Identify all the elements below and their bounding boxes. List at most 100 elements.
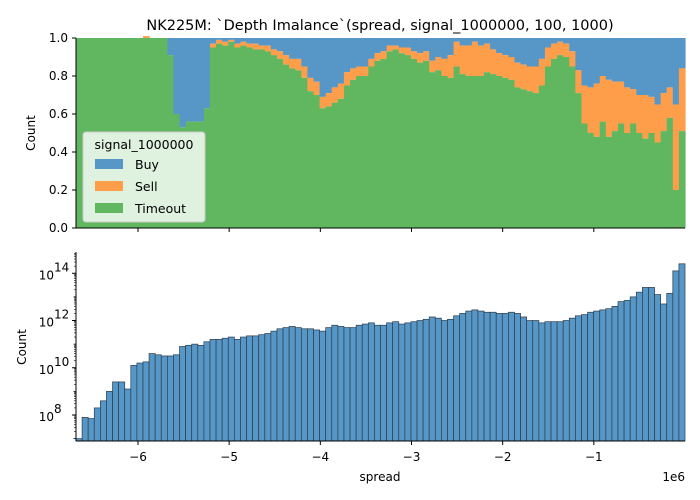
timeout-segment [496, 76, 503, 228]
top-y-axis-label: Count [24, 115, 38, 151]
buy-segment [264, 38, 272, 46]
timeout-segment [331, 102, 339, 228]
sell-segment [618, 81, 625, 124]
buy-segment [581, 38, 589, 86]
bottom-y-axis-label: Count [15, 329, 29, 365]
buy-segment [435, 38, 442, 57]
buy-segment [490, 38, 497, 50]
histogram-bar [532, 320, 540, 442]
histogram-bar [197, 344, 205, 442]
histogram-bar [654, 294, 661, 442]
histogram-bar [240, 336, 247, 442]
sell-segment [283, 55, 290, 65]
buy-segment [307, 38, 315, 78]
buy-segment [276, 38, 284, 52]
buy-segment [252, 38, 260, 44]
histogram-bar [611, 305, 619, 442]
histogram-bar [666, 292, 674, 442]
timeout-segment [404, 55, 412, 228]
timeout-segment [477, 76, 485, 228]
timeout-segment [240, 45, 248, 228]
buy-segment [532, 38, 540, 67]
timeout-segment [563, 57, 570, 228]
sell-segment [575, 70, 583, 94]
sell-segment [563, 43, 570, 57]
sell-segment [593, 83, 601, 137]
legend-swatch-buy [95, 159, 123, 169]
timeout-segment [611, 131, 619, 228]
buy-segment [319, 38, 327, 97]
bottom-x-tick-label: −2 [494, 450, 512, 464]
buy-segment [283, 38, 290, 56]
histogram-bar [227, 336, 235, 442]
sell-segment [392, 45, 400, 50]
sell-segment [453, 41, 461, 67]
buy-segment [636, 38, 643, 95]
histogram-bar [233, 339, 241, 442]
histogram-bar [124, 388, 132, 442]
timeout-segment [660, 131, 668, 228]
histogram-bar [374, 324, 381, 442]
histogram-bar [252, 335, 260, 442]
histogram-bar [550, 321, 558, 442]
timeout-segment [386, 51, 394, 228]
x-axis-offset-label: 1e6 [662, 470, 685, 484]
top-y-tick-label: 0.8 [49, 69, 68, 83]
buy-segment [167, 38, 175, 56]
timeout-segment [417, 62, 424, 229]
buy-segment [569, 38, 576, 52]
sell-segment [423, 51, 430, 61]
timeout-segment [246, 47, 254, 228]
buy-segment [678, 38, 686, 69]
buy-segment [508, 38, 516, 57]
timeout-segment [587, 133, 595, 228]
timeout-segment [222, 45, 229, 228]
timeout-segment [362, 76, 369, 228]
histogram-bar [258, 334, 266, 442]
histogram-bar [209, 339, 217, 442]
histogram-bar [203, 341, 211, 442]
buy-segment [618, 38, 625, 82]
histogram-bar [319, 330, 327, 442]
sell-segment [557, 41, 564, 56]
histogram-bar [167, 355, 174, 442]
histogram-bar [276, 328, 284, 442]
sell-segment [611, 81, 619, 132]
histogram-bar [404, 322, 412, 442]
buy-segment [325, 38, 333, 94]
sell-segment [678, 68, 686, 132]
top-y-tick-label: 0.2 [49, 183, 68, 197]
timeout-segment [648, 133, 656, 228]
histogram-bar [349, 327, 357, 442]
buy-segment [642, 38, 650, 95]
timeout-segment [624, 133, 631, 228]
sell-segment [350, 68, 357, 80]
buy-segment [630, 38, 637, 90]
histogram-bar [215, 339, 223, 442]
top-y-tick-label: 1.0 [49, 31, 68, 45]
buy-segment [386, 38, 394, 46]
timeout-segment [502, 77, 509, 229]
histogram-bar [106, 391, 113, 442]
sell-segment [404, 47, 412, 56]
buy-segment [337, 38, 345, 84]
histogram-bar [87, 418, 95, 442]
histogram-bar [489, 311, 497, 442]
timeout-segment [471, 76, 479, 228]
timeout-segment [465, 76, 473, 228]
buy-segment [362, 38, 369, 67]
sell-segment [222, 41, 229, 46]
sell-segment [380, 51, 388, 59]
histogram-bar [331, 324, 339, 442]
buy-segment [222, 38, 229, 42]
timeout-segment [313, 95, 321, 228]
histogram-bar [678, 263, 686, 442]
buy-segment [599, 38, 607, 76]
timeout-segment [575, 93, 583, 228]
buy-segment [514, 38, 522, 63]
buy-segment [331, 38, 339, 88]
timeout-segment [484, 72, 491, 228]
buy-segment [496, 38, 503, 54]
buy-segment [611, 38, 619, 82]
